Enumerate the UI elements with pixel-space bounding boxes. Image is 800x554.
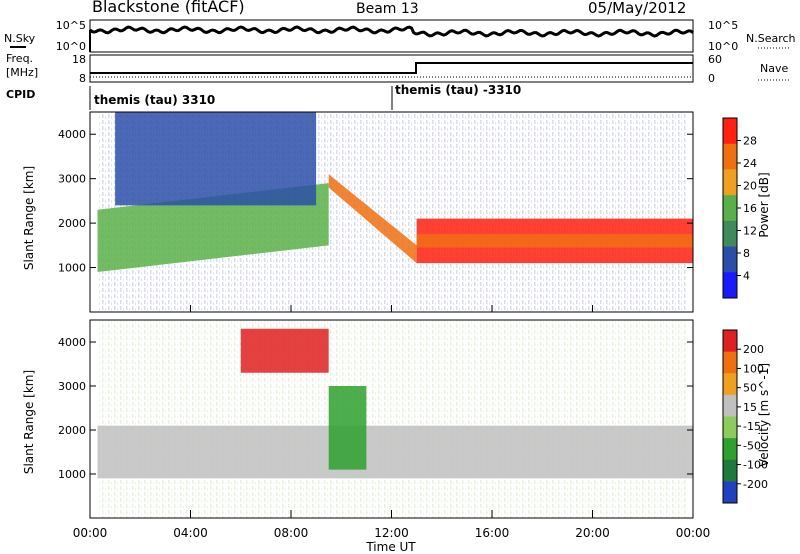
power-y-label: Slant Range [km]: [22, 166, 36, 270]
velocity-y-ticks: 1000 2000 3000 4000: [58, 336, 693, 481]
freq-unit-label: [MHz]: [6, 66, 38, 79]
nave-right-tick-low: 0: [708, 72, 715, 85]
feature-descending-echo: [328, 174, 417, 264]
colorbar-swatch: [723, 394, 737, 417]
beam-title: Beam 13: [356, 1, 419, 17]
colorbar-tick-label: 200: [743, 343, 764, 356]
noise-left-tick-high: 10^5: [56, 19, 86, 32]
power-features: [97, 112, 693, 312]
velocity-colorbar-label-text: Velocity [m s^-1]: [757, 363, 771, 467]
nave-right-tick-high: 60: [708, 53, 722, 66]
feature-green-streak: [328, 386, 367, 470]
y-tick-label: 1000: [58, 468, 86, 481]
nsky-label: N.Sky: [4, 32, 36, 45]
colorbar-swatch: [723, 330, 737, 353]
colorbar-tick-label: -200: [743, 478, 768, 491]
colorbar-swatch: [723, 246, 737, 273]
colorbar-swatch: [723, 272, 737, 299]
colorbar-tick-label: -15: [743, 420, 761, 433]
feature-dayside-band-core: [416, 234, 693, 248]
nave-label: Nave: [760, 62, 788, 75]
colorbar-tick-label: 12: [743, 225, 757, 238]
colorbar-swatch: [723, 220, 737, 248]
power-y-ticks: 1000 2000 3000 4000: [58, 128, 693, 275]
time-tick-label: 20:00: [575, 526, 610, 540]
y-tick-label: 3000: [58, 173, 86, 186]
noise-left-tick-low: 10^0: [56, 40, 86, 53]
noise-line: [89, 25, 694, 38]
colorbar-tick-label: 16: [743, 202, 757, 215]
colorbar-tick-label: 100: [743, 362, 764, 375]
y-tick-label: 2000: [58, 424, 86, 437]
colorbar-tick-label: 15: [743, 401, 757, 414]
colorbar-swatch: [723, 143, 737, 170]
freq-label: Freq.: [6, 52, 33, 65]
velocity-colorbar: 200 100 50 15 -15 -50 -100 -200: [722, 329, 768, 504]
feature-main-echo-band: [97, 183, 329, 272]
colorbar-tick-label: 4: [743, 270, 750, 283]
time-tick-label: 08:00: [274, 526, 309, 540]
colorbar-tick-label: -100: [743, 459, 768, 472]
noise-trace: [89, 25, 694, 52]
colorbar-swatch: [723, 118, 737, 145]
noise-right-tick-low: 10^0: [708, 40, 738, 53]
cpid-label: CPID: [6, 88, 35, 101]
time-axis-ticks: 00:00 04:00 08:00 12:00 16:00 20:00 00:00: [73, 305, 711, 540]
colorbar-tick-label: 20: [743, 180, 757, 193]
colorbar-tick-label: 24: [743, 157, 757, 170]
nsearch-label: N.Search: [746, 32, 796, 45]
colorbar-swatch: [723, 351, 737, 374]
station-title: Blackstone (fitACF): [92, 0, 245, 16]
power-colorbar-label: Power [dB]: [757, 172, 771, 237]
time-tick-label: 00:00: [676, 526, 711, 540]
y-tick-label: 4000: [58, 128, 86, 141]
velocity-features: [97, 320, 694, 518]
background-speckle: [97, 320, 686, 518]
power-colorbar: 28 24 20 16 12 8 4: [722, 117, 757, 299]
noise-panel-frame: [89, 19, 694, 53]
feature-ground-scatter-band: [97, 425, 694, 479]
colorbar-tick-label: 28: [743, 135, 757, 148]
freq-left-tick-high: 18: [72, 53, 86, 66]
time-axis-label: Time UT: [365, 540, 416, 554]
freq-left-tick-low: 8: [79, 72, 86, 85]
y-tick-label: 2000: [58, 217, 86, 230]
colorbar-swatch: [723, 459, 737, 482]
colorbar-swatch: [723, 438, 737, 461]
time-tick-label: 16:00: [475, 526, 510, 540]
time-tick-label: 04:00: [173, 526, 208, 540]
feature-red-patch: [240, 328, 329, 373]
colorbar-frame: [722, 329, 738, 504]
y-tick-label: 4000: [58, 336, 86, 349]
time-tick-label: 00:00: [73, 526, 108, 540]
time-tick-label: 12:00: [374, 526, 409, 540]
colorbar-tick-label: 50: [743, 382, 757, 395]
freq-trace: [90, 62, 693, 74]
colorbar-swatch: [723, 416, 737, 439]
feature-high-range-scatter: [115, 112, 317, 206]
y-tick-label: 1000: [58, 262, 86, 275]
cpid-segment-1: themis (tau) 3310: [94, 93, 215, 107]
colorbar-swatch: [723, 373, 737, 396]
noise-right-tick-high: 10^5: [708, 19, 738, 32]
colorbar-tick-label: 8: [743, 247, 750, 260]
velocity-y-label: Slant Range [km]: [22, 370, 36, 474]
colorbar-swatch: [723, 169, 737, 196]
y-tick-label: 3000: [58, 380, 86, 393]
velocity-colorbar-label: Velocity [m s^-1]: [757, 363, 771, 467]
colorbar-swatch: [723, 195, 737, 222]
colorbar-tick-label: -50: [743, 439, 761, 452]
freq-panel-frame: [89, 54, 694, 83]
colorbar-swatch: [723, 481, 737, 504]
date-title: 05/May/2012: [588, 0, 686, 17]
cpid-segment-2: themis (tau) -3310: [395, 83, 521, 97]
